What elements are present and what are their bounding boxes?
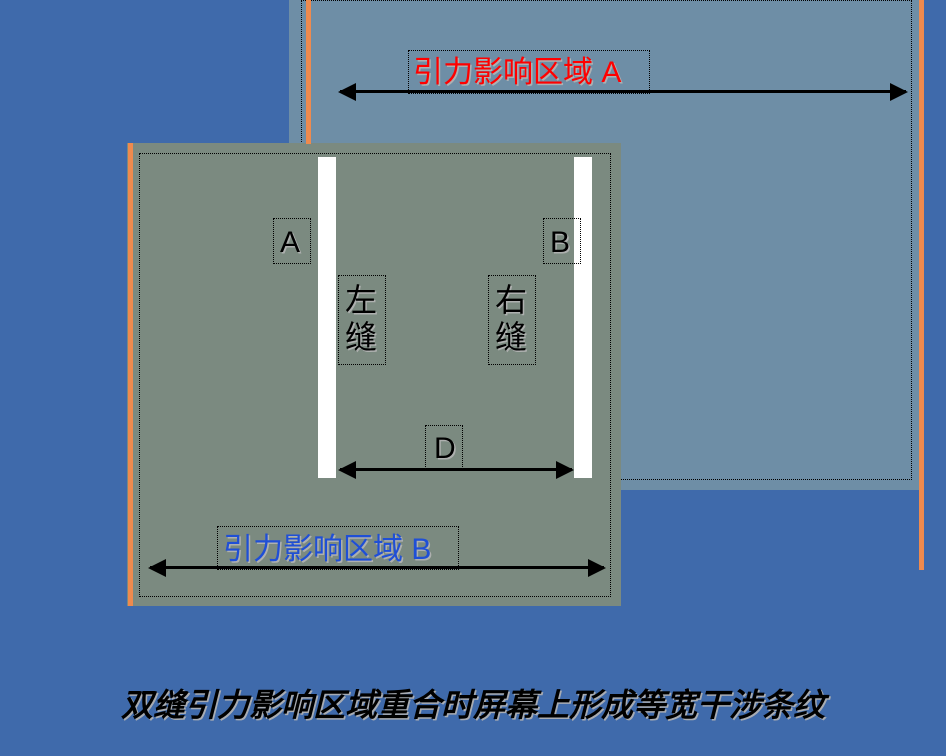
- region-a-right-edge: [919, 0, 924, 570]
- region-b-label: 引力影响区域 B: [223, 533, 431, 568]
- slit-b-bar: [574, 157, 592, 478]
- slit-b-word: 右缝: [495, 282, 527, 356]
- region-a-label: 引力影响区域 A: [413, 56, 621, 91]
- caption: 双缝引力影响区域重合时屏幕上形成等宽干涉条纹: [0, 680, 946, 726]
- slit-a-top-line: [306, 0, 311, 144]
- dimension-d-label: D: [434, 432, 456, 467]
- diagram-stage: 引力影响区域 A 引力影响区域 B A B 左缝 右缝 D 双缝引力影响区域重合…: [0, 0, 946, 756]
- region-b-left-edge: [128, 143, 133, 606]
- slit-a-word: 左缝: [345, 282, 377, 356]
- slit-b-letter: B: [550, 226, 570, 261]
- slit-a-bar: [318, 157, 336, 478]
- slit-a-letter: A: [280, 226, 300, 261]
